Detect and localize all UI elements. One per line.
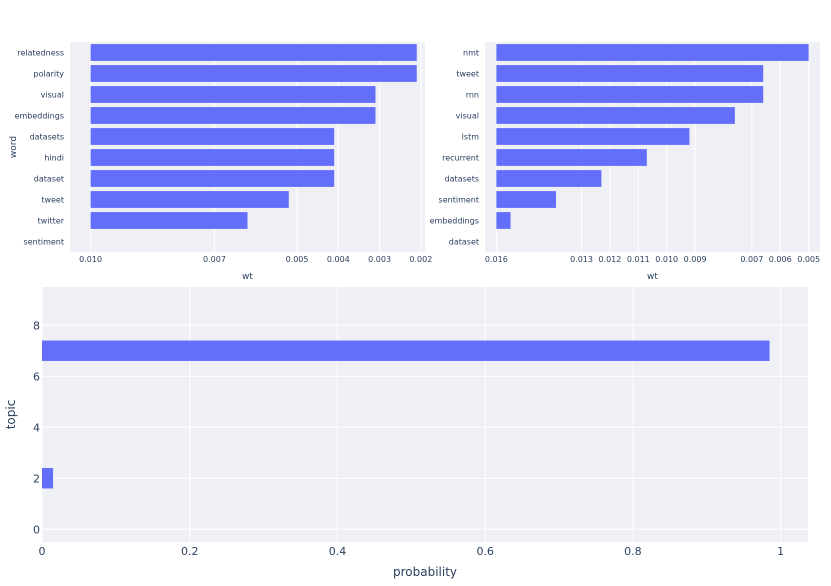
bar	[496, 128, 690, 145]
gridlines	[41, 287, 808, 542]
category-label: rnn	[466, 91, 479, 100]
chart-word-weights-right: nmt tweet rnn visual lstm recurrent datasets se…	[430, 42, 820, 282]
x-tick-label: 0.011	[627, 255, 650, 264]
x-axis-title: wt	[647, 272, 658, 282]
y-tick-label: 4	[33, 421, 40, 434]
bar	[90, 191, 289, 208]
bars	[42, 340, 770, 489]
category-labels: relatedness polarity visual embeddings datas…	[15, 49, 65, 247]
bar	[90, 65, 417, 82]
x-tick-label: 0.2	[181, 545, 199, 558]
x-tick-label: 0.4	[329, 545, 347, 558]
category-label: polarity	[34, 70, 65, 79]
x-tick-label: 0.007	[203, 255, 226, 264]
bar	[496, 149, 647, 166]
x-tick-label: 0.004	[327, 255, 350, 264]
bars	[496, 44, 809, 229]
y-axis-title: word	[9, 136, 19, 158]
bar	[90, 44, 417, 61]
x-tick-label: 0.002	[409, 255, 432, 264]
bar	[90, 128, 335, 145]
bars	[90, 44, 417, 229]
category-label: dataset	[449, 238, 479, 247]
bar	[90, 212, 248, 229]
bar	[496, 191, 556, 208]
x-tick-labels: 0 0.2 0.4 0.6 0.8 1	[39, 545, 785, 558]
category-label: hindi	[44, 154, 64, 163]
category-label: twitter	[38, 217, 65, 226]
category-label: visual	[456, 112, 479, 121]
category-label: tweet	[41, 196, 64, 205]
y-tick-label: 8	[33, 319, 40, 332]
bar	[496, 107, 735, 124]
category-labels: nmt tweet rnn visual lstm recurrent datasets se…	[430, 49, 480, 247]
category-label: dataset	[34, 175, 64, 184]
bar	[496, 44, 809, 61]
category-label: datasets	[30, 133, 64, 142]
bar	[90, 86, 376, 103]
bar	[42, 340, 770, 361]
bar	[496, 86, 764, 103]
chart-topic-probability: 0 2 4 6 8 0 0.2 0.4 0.6 0.8 1 probability topic	[4, 287, 808, 579]
category-label: relatedness	[17, 49, 64, 58]
chart-word-weights-left: relatedness polarity visual embeddings datas…	[9, 42, 432, 282]
x-tick-label: 0.8	[624, 545, 642, 558]
x-tick-label: 0.007	[740, 255, 763, 264]
x-tick-label: 0	[39, 545, 46, 558]
category-label: recurrent	[442, 154, 479, 163]
category-label: embeddings	[15, 112, 64, 121]
category-label: nmt	[463, 49, 479, 58]
x-tick-label: 0.010	[655, 255, 678, 264]
bar	[496, 212, 511, 229]
x-tick-label: 0.003	[368, 255, 391, 264]
x-tick-label: 0.012	[598, 255, 621, 264]
category-label: tweet	[456, 70, 479, 79]
x-tick-label: 0.010	[79, 255, 102, 264]
x-tick-label: 0.013	[570, 255, 593, 264]
x-tick-label: 0.009	[684, 255, 707, 264]
x-tick-label: 0.006	[769, 255, 792, 264]
category-label: sentiment	[24, 238, 64, 247]
bar	[90, 107, 376, 124]
category-label: visual	[41, 91, 64, 100]
bar	[496, 65, 764, 82]
y-axis-title: topic	[4, 400, 18, 430]
bar	[496, 170, 602, 187]
bar	[90, 149, 335, 166]
tick-labels: 0.010 0.007 0.005 0.004 0.003 0.002	[79, 255, 432, 264]
x-tick-label: 0.005	[797, 255, 820, 264]
x-tick-label: 0.016	[485, 255, 508, 264]
x-axis-title: wt	[242, 272, 253, 282]
tick-labels: 0.016 0.013 0.012 0.011 0.010 0.009 0.007 0.006…	[485, 255, 820, 264]
x-tick-label: 0.005	[286, 255, 309, 264]
bar	[42, 468, 54, 489]
y-tick-labels: 0 2 4 6 8	[33, 319, 40, 536]
plot-area	[42, 287, 808, 542]
y-tick-label: 0	[33, 523, 40, 536]
y-tick-label: 6	[33, 370, 40, 383]
x-axis-title: probability	[393, 565, 457, 579]
category-label: sentiment	[439, 196, 479, 205]
x-tick-label: 0.6	[476, 545, 494, 558]
bar	[90, 170, 335, 187]
category-label: lstm	[462, 133, 480, 142]
category-label: embeddings	[430, 217, 479, 226]
x-tick-label: 1	[777, 545, 784, 558]
category-label: datasets	[445, 175, 479, 184]
y-tick-label: 2	[33, 472, 40, 485]
